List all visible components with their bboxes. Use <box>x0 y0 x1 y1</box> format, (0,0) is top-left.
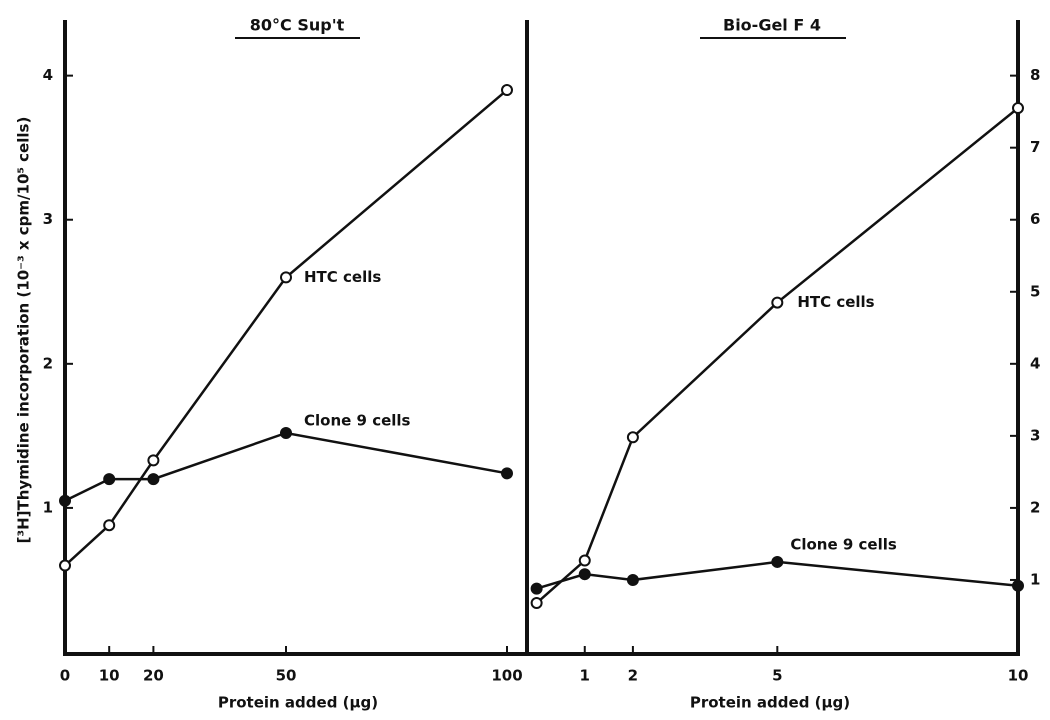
y-tick-label: 3 <box>1030 426 1040 444</box>
x-tick-label: 100 <box>491 667 522 685</box>
panel-title: 80°C Sup't <box>250 16 345 35</box>
data-point <box>578 554 591 567</box>
y-axis-label: [³H]Thymidine incorporation (10⁻³ x cpm/… <box>15 117 33 544</box>
y-tick-label: 6 <box>1030 210 1040 228</box>
panel-title: Bio-Gel F 4 <box>723 16 821 35</box>
y-tick-label: 2 <box>1030 498 1040 516</box>
y-tick-label: 8 <box>1030 66 1040 84</box>
x-tick-label: 10 <box>1008 667 1029 685</box>
x-tick-label: 10 <box>99 667 120 685</box>
data-point <box>530 597 543 610</box>
y-tick-label: 4 <box>1030 354 1040 372</box>
x-tick-label: 2 <box>628 667 638 685</box>
series-line <box>64 431 508 502</box>
y-tick-label: 1 <box>1030 570 1040 588</box>
y-tick-label: 2 <box>43 354 53 372</box>
x-tick-label: 1 <box>580 667 590 685</box>
x-tick-label: 20 <box>143 667 164 685</box>
data-point <box>280 426 292 439</box>
y-tick-label: 4 <box>43 66 53 84</box>
series-label: HTC cells <box>304 268 381 286</box>
series-line <box>535 107 1019 604</box>
data-point <box>280 271 292 284</box>
data-point <box>103 519 116 532</box>
data-point <box>530 582 543 595</box>
series-label: HTC cells <box>797 293 874 311</box>
data-point <box>771 296 784 309</box>
data-point <box>147 473 160 486</box>
x-axis-label: Protein added (µg) <box>690 694 850 712</box>
y-tick-label: 5 <box>1030 282 1040 300</box>
data-point <box>1012 579 1024 592</box>
y-tick-label: 3 <box>43 210 53 228</box>
data-point <box>103 473 116 486</box>
data-point <box>501 84 513 97</box>
series-label: Clone 9 cells <box>790 535 897 553</box>
x-axis-label: Protein added (µg) <box>218 694 378 712</box>
data-point <box>1012 102 1024 115</box>
data-point <box>59 559 71 572</box>
data-point <box>771 555 784 568</box>
x-tick-label: 5 <box>772 667 782 685</box>
data-point <box>501 467 513 480</box>
data-point <box>626 431 639 444</box>
x-tick-label: 0 <box>60 667 70 685</box>
frame <box>63 20 1020 656</box>
series-line <box>64 89 508 567</box>
data-point <box>626 573 639 586</box>
data-point <box>59 494 71 507</box>
x-tick-label: 50 <box>276 667 297 685</box>
y-tick-label: 1 <box>43 498 53 516</box>
data-point <box>578 568 591 581</box>
data-point <box>147 454 160 467</box>
y-tick-label: 7 <box>1030 138 1040 156</box>
series-label: Clone 9 cells <box>304 411 411 429</box>
